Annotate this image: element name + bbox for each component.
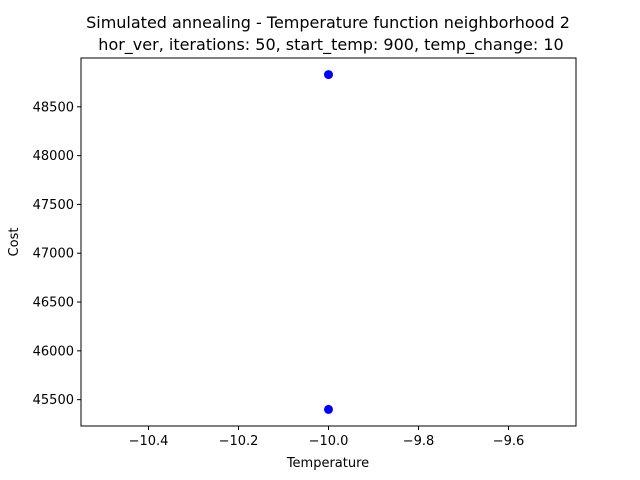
x-tick-label: −10.4 — [129, 434, 169, 449]
y-tick-label: 48500 — [33, 100, 74, 115]
data-point — [324, 404, 333, 414]
x-tick-label: −10.0 — [309, 434, 349, 449]
x-tick-label: −9.6 — [493, 434, 525, 449]
x-axis-label: Temperature — [286, 456, 369, 471]
y-tick-label: 45500 — [33, 393, 74, 408]
chart-title-line-1: Simulated annealing - Temperature functi… — [86, 13, 570, 32]
y-tick-label: 46500 — [33, 296, 74, 311]
y-tick-label: 47500 — [33, 198, 74, 213]
y-tick-label: 46000 — [33, 344, 74, 359]
y-axis-label: Cost — [7, 228, 22, 257]
x-axis-ticks: −10.4 −10.2 −10.0 −9.8 −9.6 — [129, 426, 525, 449]
data-point — [324, 70, 333, 80]
y-tick-label: 47000 — [33, 247, 74, 262]
y-axis-ticks: 45500 46000 46500 47000 47500 48000 48500 — [33, 100, 81, 408]
y-tick-label: 48000 — [33, 149, 74, 164]
data-points — [324, 70, 333, 414]
x-tick-label: −9.8 — [403, 434, 435, 449]
chart-title-line-2: hor_ver, iterations: 50, start_temp: 900… — [98, 35, 563, 55]
plot-area-frame — [80, 57, 577, 427]
x-tick-label: −10.2 — [219, 434, 259, 449]
